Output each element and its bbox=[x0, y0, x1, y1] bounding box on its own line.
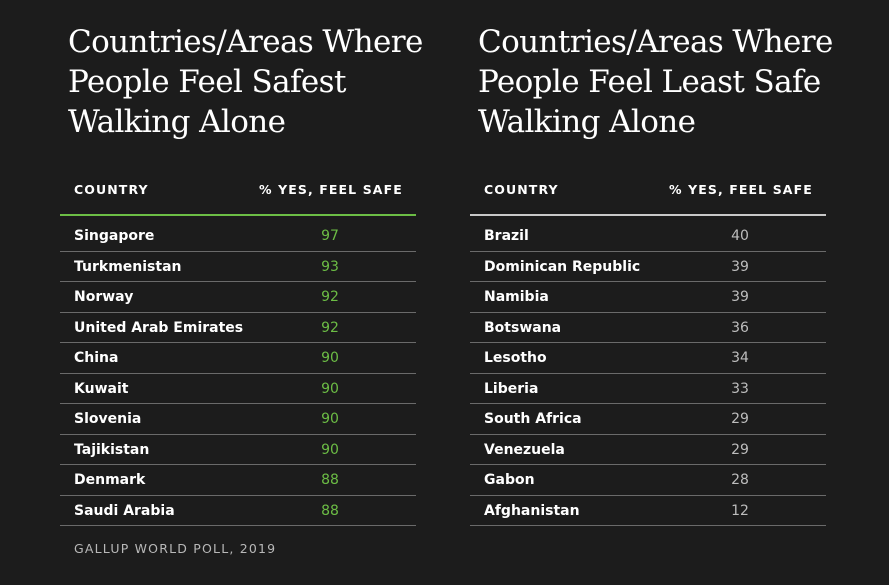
safest-value-cell: 92 bbox=[321, 289, 339, 305]
safest-table-row: United Arab Emirates 92 bbox=[60, 313, 416, 343]
least-safe-value-cell: 28 bbox=[731, 472, 749, 488]
safest-value-cell: 88 bbox=[321, 502, 339, 519]
safest-country-cell: Denmark bbox=[74, 472, 146, 488]
safest-header-rule bbox=[60, 214, 416, 216]
safest-table-row: Tajikistan 90 bbox=[60, 435, 416, 465]
safest-country-cell: Slovenia bbox=[74, 411, 142, 427]
safest-country-cell: Norway bbox=[74, 289, 134, 305]
safest-value-cell: 88 bbox=[321, 472, 339, 488]
least-safe-table-row: South Africa 29 bbox=[470, 404, 826, 435]
safest-title-line-1: Countries/Areas Where bbox=[68, 24, 423, 60]
safest-table-row: Kuwait 90 bbox=[60, 374, 416, 404]
least-safe-table-row: Afghanistan 12 bbox=[470, 496, 826, 526]
least-safe-column-header-country: COUNTRY bbox=[484, 182, 559, 197]
safest-title-line-2: People Feel Safest bbox=[68, 64, 346, 100]
least-safe-country-cell: Namibia bbox=[484, 289, 549, 305]
safest-table-row: Singapore 97 bbox=[60, 221, 416, 252]
least-safe-country-cell: Afghanistan bbox=[484, 502, 580, 519]
least-safe-table-row: Brazil 40 bbox=[470, 221, 826, 252]
safest-table-title: Countries/Areas Where People Feel Safest… bbox=[68, 22, 428, 142]
safest-country-cell: Singapore bbox=[74, 228, 155, 244]
least-safe-country-cell: Liberia bbox=[484, 380, 539, 397]
safest-value-cell: 90 bbox=[321, 441, 339, 458]
least-safe-table-row: Venezuela 29 bbox=[470, 435, 826, 465]
safest-country-cell: Kuwait bbox=[74, 380, 129, 397]
safest-table-row: Saudi Arabia 88 bbox=[60, 496, 416, 526]
least-safe-table-row: Gabon 28 bbox=[470, 465, 826, 496]
least-safe-country-cell: South Africa bbox=[484, 411, 582, 427]
least-safe-value-cell: 39 bbox=[731, 258, 749, 275]
safest-country-cell: United Arab Emirates bbox=[74, 319, 244, 336]
least-safe-country-cell: Brazil bbox=[484, 228, 529, 244]
least-safe-value-cell: 29 bbox=[731, 411, 749, 427]
safest-country-cell: China bbox=[74, 350, 119, 366]
least-safe-country-cell: Venezuela bbox=[484, 441, 565, 458]
safest-value-cell: 90 bbox=[321, 350, 339, 366]
safest-column-header-value: % YES, FEEL SAFE bbox=[259, 182, 403, 197]
least-safe-title-line-1: Countries/Areas Where bbox=[478, 24, 833, 60]
least-safe-country-cell: Botswana bbox=[484, 319, 562, 336]
safest-value-cell: 92 bbox=[321, 319, 339, 336]
least-safe-table-row: Dominican Republic 39 bbox=[470, 252, 826, 282]
safest-column-header-country: COUNTRY bbox=[74, 182, 149, 197]
safest-table-row: Turkmenistan 93 bbox=[60, 252, 416, 282]
safest-value-cell: 90 bbox=[321, 380, 339, 397]
least-safe-value-cell: 39 bbox=[731, 289, 749, 305]
least-safe-value-cell: 36 bbox=[731, 319, 749, 336]
safest-value-cell: 90 bbox=[321, 411, 339, 427]
source-note: GALLUP WORLD POLL, 2019 bbox=[74, 541, 277, 556]
safest-value-cell: 97 bbox=[321, 228, 339, 244]
least-safe-title-line-2: People Feel Least Safe bbox=[478, 64, 821, 100]
safest-country-cell: Tajikistan bbox=[74, 441, 150, 458]
least-safe-column-header-value: % YES, FEEL SAFE bbox=[669, 182, 813, 197]
least-safe-value-cell: 40 bbox=[731, 228, 749, 244]
least-safe-value-cell: 29 bbox=[731, 441, 749, 458]
least-safe-table-row: Liberia 33 bbox=[470, 374, 826, 404]
least-safe-table-row: Lesotho 34 bbox=[470, 343, 826, 374]
safest-table-row: Denmark 88 bbox=[60, 465, 416, 496]
least-safe-table-row: Botswana 36 bbox=[470, 313, 826, 343]
least-safe-value-cell: 34 bbox=[731, 350, 749, 366]
least-safe-value-cell: 12 bbox=[731, 502, 749, 519]
safest-country-cell: Saudi Arabia bbox=[74, 502, 175, 519]
safest-country-cell: Turkmenistan bbox=[74, 258, 182, 275]
safest-table-row: Norway 92 bbox=[60, 282, 416, 313]
safest-title-line-3: Walking Alone bbox=[68, 104, 286, 140]
least-safe-table-title: Countries/Areas Where People Feel Least … bbox=[478, 22, 838, 142]
least-safe-country-cell: Lesotho bbox=[484, 350, 547, 366]
least-safe-country-cell: Dominican Republic bbox=[484, 258, 641, 275]
safest-table-row: China 90 bbox=[60, 343, 416, 374]
safest-value-cell: 93 bbox=[321, 258, 339, 275]
safest-table-row: Slovenia 90 bbox=[60, 404, 416, 435]
least-safe-title-line-3: Walking Alone bbox=[478, 104, 696, 140]
least-safe-country-cell: Gabon bbox=[484, 472, 535, 488]
least-safe-table-row: Namibia 39 bbox=[470, 282, 826, 313]
least-safe-header-rule bbox=[470, 214, 826, 216]
least-safe-value-cell: 33 bbox=[731, 380, 749, 397]
